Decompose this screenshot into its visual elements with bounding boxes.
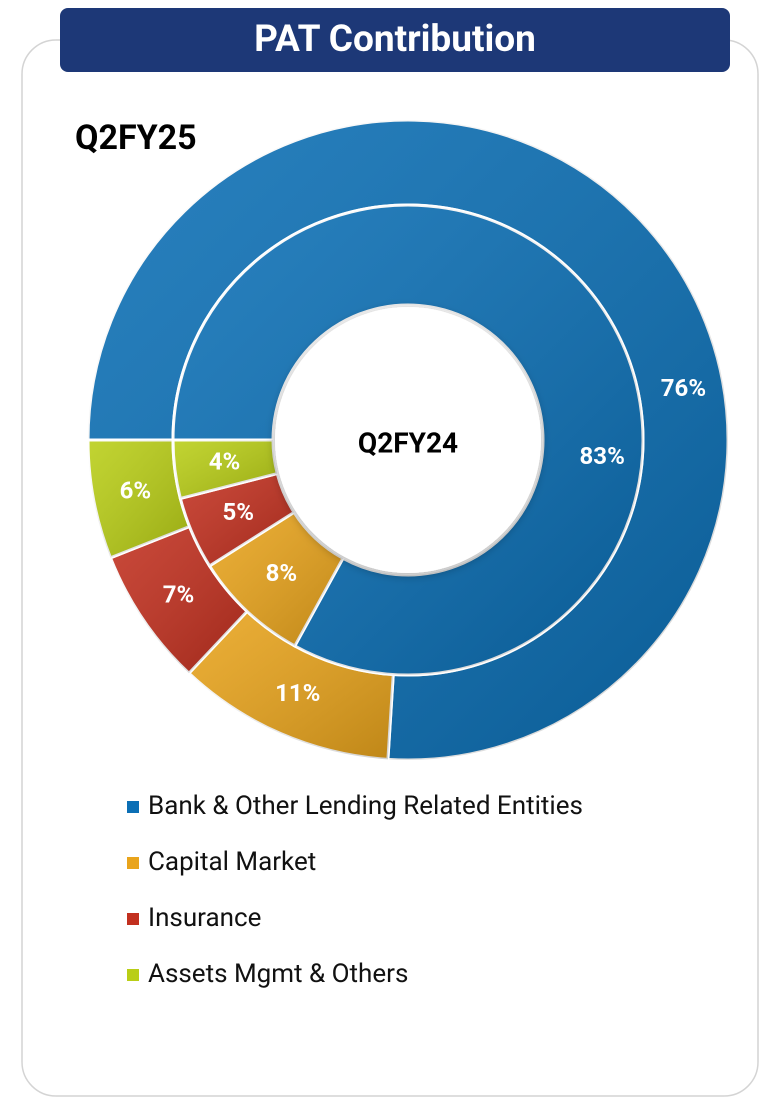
segment-shade xyxy=(180,473,295,566)
segment-shade xyxy=(173,440,278,499)
chart-title: PAT Contribution xyxy=(254,18,536,61)
value-label: 11% xyxy=(275,679,320,707)
title-banner xyxy=(60,8,730,72)
center-hole xyxy=(275,307,541,573)
legend-swatch xyxy=(127,969,139,981)
segment-shade xyxy=(88,440,190,558)
legend-swatch xyxy=(127,801,139,813)
value-label: 8% xyxy=(266,559,298,587)
segment-shade xyxy=(110,526,248,674)
inner-series-label: Q2FY24 xyxy=(358,426,458,459)
value-label: 4% xyxy=(209,448,241,476)
legend-label: Bank & Other Lending Related Entities xyxy=(148,791,583,821)
value-label: 76% xyxy=(661,374,706,402)
legend-label: Capital Market xyxy=(148,847,316,877)
legend-swatch xyxy=(127,857,139,869)
value-label: 5% xyxy=(222,498,254,526)
value-label: 6% xyxy=(120,476,152,504)
segment-shade xyxy=(188,611,394,760)
value-label: 83% xyxy=(580,442,625,470)
legend-swatch xyxy=(127,913,139,925)
outer-series-label: Q2FY25 xyxy=(75,118,197,158)
legend-label: Insurance xyxy=(148,903,261,933)
segment-shade xyxy=(173,205,643,676)
legend-label: Assets Mgmt & Others xyxy=(148,959,408,989)
value-label: 7% xyxy=(163,580,195,608)
